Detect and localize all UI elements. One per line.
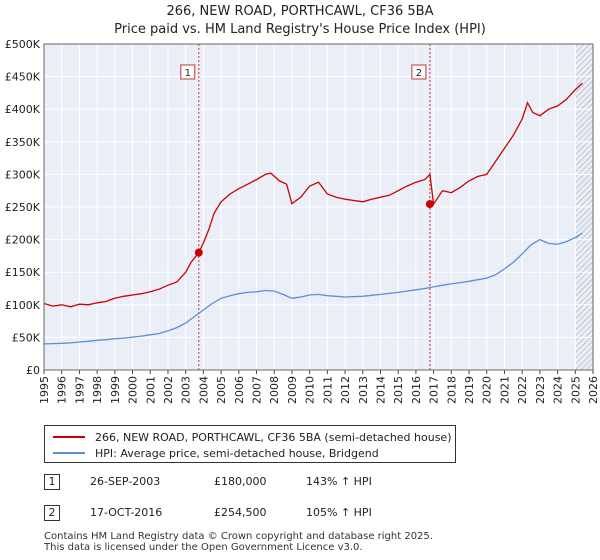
legend-label-price: 266, NEW ROAD, PORTHCAWL, CF36 5BA (semi…: [95, 430, 452, 444]
footer-copyright: Contains HM Land Registry data © Crown c…: [44, 531, 433, 542]
x-tick-label: 2003: [180, 376, 193, 404]
x-tick-label: 2012: [339, 376, 352, 404]
y-tick-label: £0: [26, 364, 40, 377]
x-tick-label: 2018: [445, 376, 458, 404]
x-tick-label: 1997: [73, 376, 86, 404]
x-tick-label: 2017: [428, 376, 441, 404]
x-tick-label: 2013: [357, 376, 370, 404]
x-tick-label: 2006: [233, 376, 246, 404]
y-tick-label: £250K: [5, 201, 41, 214]
legend: 266, NEW ROAD, PORTHCAWL, CF36 5BA (semi…: [44, 425, 456, 463]
x-tick-label: 2001: [144, 376, 157, 404]
x-tick-label: 1998: [91, 376, 104, 404]
x-tick-label: 2024: [552, 376, 565, 404]
hpi-line: [43, 232, 583, 345]
x-tick-label: 2026: [587, 376, 600, 404]
sale-point: [194, 248, 203, 257]
x-tick-label: 2011: [321, 376, 334, 404]
y-tick-label: £400K: [5, 103, 41, 116]
footer-license: This data is licensed under the Open Gov…: [44, 542, 363, 553]
chart-subtitle: Price paid vs. HM Land Registry's House …: [114, 22, 486, 37]
legend-swatch-hpi: [53, 452, 85, 454]
x-tick-label: 1999: [109, 376, 122, 404]
sale-hpi-change: 105% ↑ HPI: [306, 506, 372, 519]
y-tick-label: £100K: [5, 299, 41, 312]
sale-date: 17-OCT-2016: [90, 506, 163, 519]
x-tick-label: 2009: [286, 376, 299, 404]
x-tick-label: 2008: [268, 376, 281, 404]
y-tick-label: £200K: [5, 234, 41, 247]
y-tick-label: £450K: [5, 71, 41, 84]
x-tick-label: 2000: [127, 376, 140, 404]
chart-title: 266, NEW ROAD, PORTHCAWL, CF36 5BA: [166, 4, 434, 19]
legend-item-hpi: HPI: Average price, semi-detached house,…: [53, 445, 379, 461]
sale-marker-label: 1: [185, 68, 191, 79]
y-tick-label: £50K: [12, 331, 41, 344]
x-tick-label: 2022: [516, 376, 529, 404]
price-paid-line: [43, 82, 583, 308]
x-tick-label: 2005: [215, 376, 228, 404]
sale-hpi-change: 143% ↑ HPI: [306, 475, 372, 488]
y-tick-label: £300K: [5, 168, 41, 181]
y-tick-label: £150K: [5, 266, 41, 279]
x-tick-label: 2014: [374, 376, 387, 404]
x-tick-label: 2015: [392, 376, 405, 404]
x-tick-label: 2016: [410, 376, 423, 404]
sale-row-1: 1 26-SEP-2003 £180,000 143% ↑ HPI: [44, 474, 564, 492]
x-tick-label: 2007: [251, 376, 264, 404]
legend-label-hpi: HPI: Average price, semi-detached house,…: [95, 446, 379, 460]
y-tick-label: £500K: [5, 38, 41, 51]
sale-marker-box: [411, 64, 427, 80]
plot-frame: [43, 43, 594, 371]
x-tick-label: 2019: [463, 376, 476, 404]
legend-swatch-price: [53, 436, 85, 438]
sale-number-badge: 2: [44, 505, 60, 521]
sale-price: £254,500: [214, 506, 267, 519]
sale-price: £180,000: [214, 475, 267, 488]
x-tick-label: 2002: [162, 376, 175, 404]
x-tick-label: 2004: [197, 376, 210, 404]
footer: Contains HM Land Registry data © Crown c…: [44, 531, 433, 553]
x-tick-label: 2010: [304, 376, 317, 404]
y-tick-label: £350K: [5, 136, 41, 149]
x-tick-label: 2021: [498, 376, 511, 404]
price-chart: £0 £50K £100K £150K £200K £250K £300K £350K £400…: [5, 38, 600, 404]
x-tick-label: 1996: [56, 376, 69, 404]
sale-row-2: 2 17-OCT-2016 £254,500 105% ↑ HPI: [44, 505, 564, 523]
x-tick-label: 2020: [481, 376, 494, 404]
sale-date: 26-SEP-2003: [90, 475, 161, 488]
legend-item-price: 266, NEW ROAD, PORTHCAWL, CF36 5BA (semi…: [53, 429, 452, 445]
x-tick-label: 1995: [38, 376, 51, 404]
sale-marker-box: [180, 64, 196, 80]
x-tick-label: 2023: [534, 376, 547, 404]
sale-marker-label: 2: [416, 68, 422, 79]
x-tick-label: 2025: [569, 376, 582, 404]
sale-number-badge: 1: [44, 474, 60, 490]
sale-point: [425, 200, 434, 209]
